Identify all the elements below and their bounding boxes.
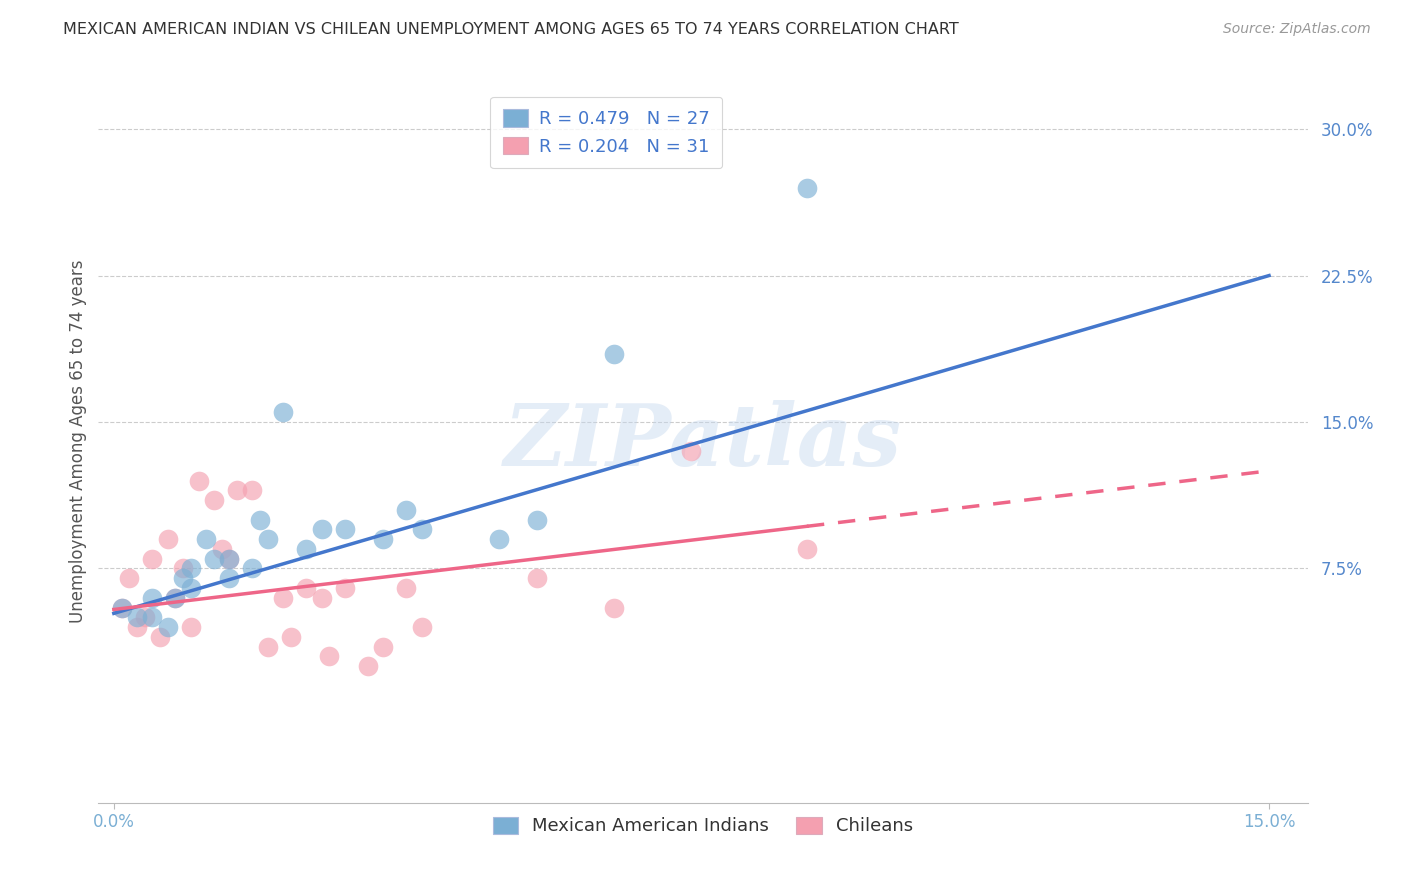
Point [125, 610, 148, 624]
Point [242, 561, 264, 575]
Point [187, 474, 209, 488]
Point [603, 600, 626, 615]
Point [526, 571, 548, 585]
Point [156, 620, 179, 634]
Point [242, 483, 264, 498]
Point [395, 581, 418, 595]
Point [796, 180, 818, 194]
Point [172, 561, 194, 575]
Y-axis label: Unemployment Among Ages 65 to 74 years: Unemployment Among Ages 65 to 74 years [69, 260, 87, 624]
Point [333, 523, 356, 537]
Point [141, 610, 163, 624]
Point [195, 532, 218, 546]
Point [226, 483, 249, 498]
Point [526, 513, 548, 527]
Legend: Mexican American Indians, Chileans: Mexican American Indians, Chileans [484, 807, 922, 845]
Point [681, 444, 703, 458]
Point [118, 571, 141, 585]
Point [180, 581, 202, 595]
Point [218, 571, 240, 585]
Text: MEXICAN AMERICAN INDIAN VS CHILEAN UNEMPLOYMENT AMONG AGES 65 TO 74 YEARS CORREL: MEXICAN AMERICAN INDIAN VS CHILEAN UNEMP… [63, 22, 959, 37]
Point [280, 630, 302, 644]
Point [411, 523, 433, 537]
Point [271, 591, 294, 605]
Point [202, 493, 225, 508]
Point [156, 532, 179, 546]
Point [796, 541, 818, 556]
Point [603, 346, 626, 360]
Point [141, 591, 163, 605]
Point [257, 640, 280, 654]
Point [125, 620, 148, 634]
Point [110, 600, 132, 615]
Point [271, 405, 294, 419]
Point [488, 532, 510, 546]
Point [218, 551, 240, 566]
Point [395, 503, 418, 517]
Point [149, 630, 172, 644]
Point [110, 600, 132, 615]
Point [172, 571, 194, 585]
Point [257, 532, 280, 546]
Point [202, 551, 225, 566]
Point [180, 561, 202, 575]
Point [165, 591, 187, 605]
Point [295, 541, 318, 556]
Point [357, 659, 380, 673]
Point [333, 581, 356, 595]
Point [295, 581, 318, 595]
Point [411, 620, 433, 634]
Point [218, 551, 240, 566]
Point [211, 541, 233, 556]
Point [165, 591, 187, 605]
Point [180, 620, 202, 634]
Point [318, 649, 340, 664]
Point [373, 532, 395, 546]
Text: ZIPatlas: ZIPatlas [503, 400, 903, 483]
Point [311, 523, 333, 537]
Text: Source: ZipAtlas.com: Source: ZipAtlas.com [1223, 22, 1371, 37]
Point [311, 591, 333, 605]
Point [141, 551, 163, 566]
Point [134, 610, 156, 624]
Point [373, 640, 395, 654]
Point [249, 513, 271, 527]
